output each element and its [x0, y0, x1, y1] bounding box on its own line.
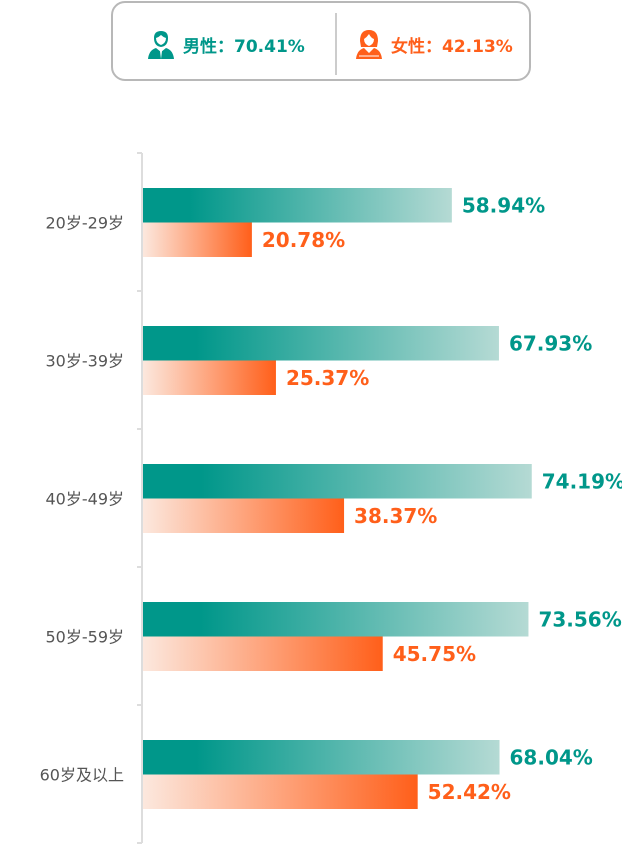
- male-value-label: 67.93%: [509, 331, 592, 355]
- male-value-label: 73.56%: [538, 607, 621, 631]
- female-value-label: 25.37%: [286, 366, 369, 390]
- male-bar: [143, 188, 452, 223]
- male-bar: [143, 740, 500, 775]
- male-user-icon: [148, 31, 174, 59]
- female-value-label: 38.37%: [354, 504, 437, 528]
- male-value-label: 68.04%: [510, 745, 593, 769]
- male-bar: [143, 602, 529, 637]
- male-value-label: 58.94%: [462, 193, 545, 217]
- female-bar: [143, 498, 345, 533]
- category-label: 60岁及以上: [40, 766, 124, 785]
- legend-female: 女性：42.13%: [355, 29, 513, 59]
- female-bar: [143, 636, 383, 671]
- female-bar: [143, 774, 418, 809]
- female-value-label: 45.75%: [393, 642, 476, 666]
- category-label: 40岁-49岁: [46, 490, 125, 509]
- female-value-label: 52.42%: [428, 780, 511, 804]
- category-label: 30岁-39岁: [46, 352, 125, 371]
- female-user-icon: [356, 30, 382, 59]
- female-bar: [143, 222, 252, 257]
- legend-divider: [335, 13, 337, 75]
- male-bar: [143, 464, 532, 499]
- female-value-label: 20.78%: [262, 228, 345, 252]
- legend-male-label: 男性：70.41%: [183, 36, 305, 57]
- legend: 男性：70.41% 女性：42.13%: [111, 1, 531, 81]
- legend-male: 男性：70.41%: [147, 29, 305, 59]
- category-label: 50岁-59岁: [46, 628, 125, 647]
- male-value-label: 74.19%: [542, 469, 622, 493]
- female-bar: [143, 360, 276, 395]
- male-bar: [143, 326, 499, 361]
- legend-female-label: 女性：42.13%: [391, 36, 513, 57]
- category-label: 20岁-29岁: [46, 214, 125, 233]
